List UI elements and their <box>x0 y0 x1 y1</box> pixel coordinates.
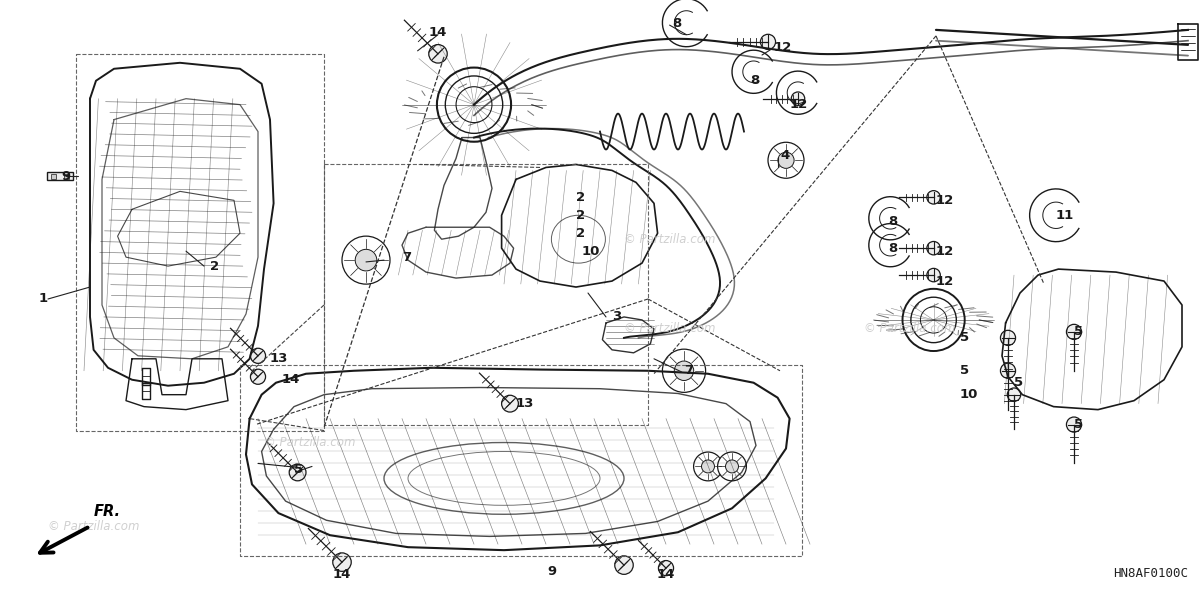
Text: 13: 13 <box>516 397 534 410</box>
Text: 5: 5 <box>294 463 304 476</box>
Text: 8: 8 <box>888 215 898 228</box>
Text: 7: 7 <box>402 251 412 264</box>
Text: 9: 9 <box>547 565 557 578</box>
Text: 12: 12 <box>936 274 954 288</box>
Text: 8: 8 <box>750 74 760 87</box>
Text: 5: 5 <box>1074 325 1084 338</box>
Text: 14: 14 <box>282 373 300 386</box>
Text: 13: 13 <box>270 352 288 365</box>
Text: 11: 11 <box>1056 209 1074 222</box>
Circle shape <box>342 236 390 284</box>
Text: 5: 5 <box>960 331 970 344</box>
Circle shape <box>694 452 722 481</box>
Text: 2: 2 <box>576 191 586 204</box>
Circle shape <box>355 249 377 271</box>
Circle shape <box>674 361 694 380</box>
Text: 4: 4 <box>780 149 790 162</box>
Bar <box>50 174 56 179</box>
Bar <box>47 172 73 181</box>
Circle shape <box>718 452 746 481</box>
Circle shape <box>251 369 265 385</box>
Text: FR.: FR. <box>94 504 120 519</box>
Text: © Partzilla.com: © Partzilla.com <box>624 322 715 335</box>
Circle shape <box>289 464 306 481</box>
Text: 10: 10 <box>960 388 978 401</box>
Text: 10: 10 <box>582 245 600 258</box>
Text: 2: 2 <box>576 209 586 222</box>
Text: 12: 12 <box>774 41 792 54</box>
Text: © Partzilla.com: © Partzilla.com <box>48 520 139 533</box>
Text: 3: 3 <box>612 310 622 324</box>
Circle shape <box>502 395 518 412</box>
Circle shape <box>726 460 738 473</box>
Text: © Partzilla.com: © Partzilla.com <box>264 436 355 449</box>
Text: 14: 14 <box>656 568 676 581</box>
Text: 5: 5 <box>960 364 970 377</box>
Circle shape <box>791 92 805 105</box>
Circle shape <box>702 460 714 473</box>
Circle shape <box>1067 417 1081 432</box>
Circle shape <box>926 242 941 255</box>
Circle shape <box>332 553 352 571</box>
Circle shape <box>926 269 941 282</box>
Circle shape <box>1001 330 1015 346</box>
Circle shape <box>428 45 448 63</box>
Text: 8: 8 <box>672 17 682 30</box>
Circle shape <box>659 560 673 576</box>
Text: 8: 8 <box>888 242 898 255</box>
Text: 2: 2 <box>576 227 586 240</box>
Text: 12: 12 <box>936 194 954 207</box>
Text: 12: 12 <box>936 245 954 258</box>
Text: 5: 5 <box>1074 418 1084 431</box>
Circle shape <box>1001 363 1015 379</box>
Circle shape <box>778 152 794 169</box>
Text: 12: 12 <box>790 98 808 111</box>
Text: HN8AF0100C: HN8AF0100C <box>1114 567 1188 580</box>
Circle shape <box>1007 388 1021 401</box>
Text: 7: 7 <box>684 364 694 377</box>
Text: 1: 1 <box>38 292 48 306</box>
Circle shape <box>768 142 804 178</box>
Circle shape <box>614 556 634 574</box>
Text: 5: 5 <box>1014 376 1024 389</box>
Text: © Partzilla.com: © Partzilla.com <box>864 322 955 335</box>
Text: 9: 9 <box>61 170 71 183</box>
Text: 14: 14 <box>428 26 448 39</box>
Circle shape <box>761 34 775 50</box>
Text: 14: 14 <box>332 568 352 581</box>
Bar <box>64 174 70 179</box>
Circle shape <box>926 191 941 204</box>
Text: 2: 2 <box>210 260 220 273</box>
Text: © Partzilla.com: © Partzilla.com <box>624 233 715 246</box>
Circle shape <box>662 349 706 392</box>
Circle shape <box>251 348 265 364</box>
Circle shape <box>1067 324 1081 340</box>
